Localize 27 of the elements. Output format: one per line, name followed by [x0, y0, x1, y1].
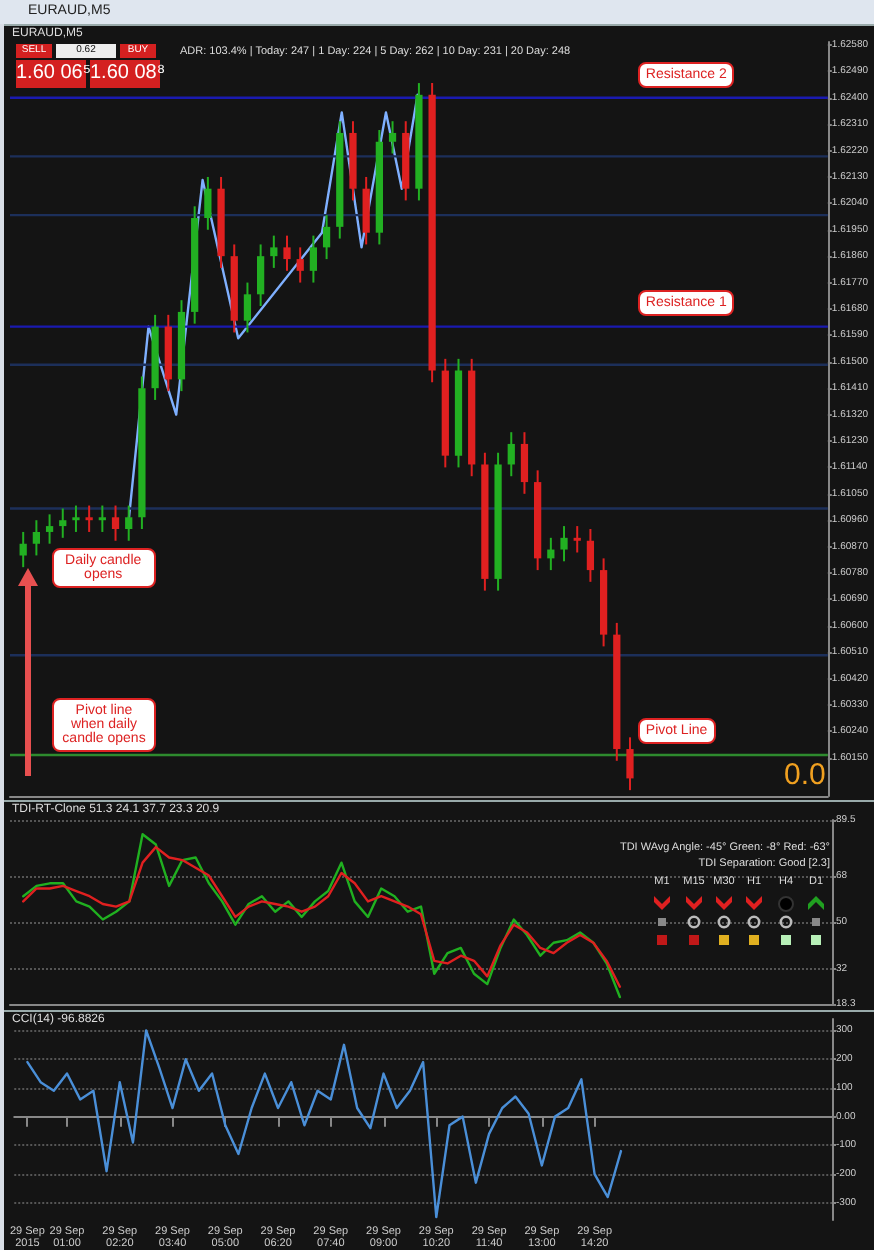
- candlestick: [520, 431, 529, 495]
- candlestick: [32, 519, 41, 557]
- candlestick: [573, 525, 581, 554]
- candlestick: [586, 528, 595, 583]
- candlestick: [309, 234, 318, 284]
- candlestick: [257, 243, 265, 308]
- candlestick: [270, 234, 278, 269]
- candlestick: [85, 504, 93, 533]
- candlestick: [507, 431, 515, 478]
- candlestick: [59, 507, 67, 539]
- annotation: 0.0: [784, 758, 826, 792]
- candlestick: [560, 525, 568, 563]
- candlestick: [322, 214, 331, 261]
- candlestick: [19, 530, 27, 569]
- candlestick: [204, 175, 212, 231]
- candlestick: [283, 234, 291, 272]
- candlestick: [243, 281, 252, 334]
- candlestick: [45, 513, 54, 545]
- line-series: [26, 1029, 623, 1219]
- candlestick: [626, 736, 634, 792]
- candlestick: [388, 120, 397, 155]
- candlestick: [362, 175, 370, 246]
- candlestick: [98, 504, 106, 533]
- candlestick: [72, 504, 80, 533]
- candlestick: [296, 246, 304, 284]
- candlestick: [125, 504, 133, 542]
- candlestick: [111, 504, 120, 542]
